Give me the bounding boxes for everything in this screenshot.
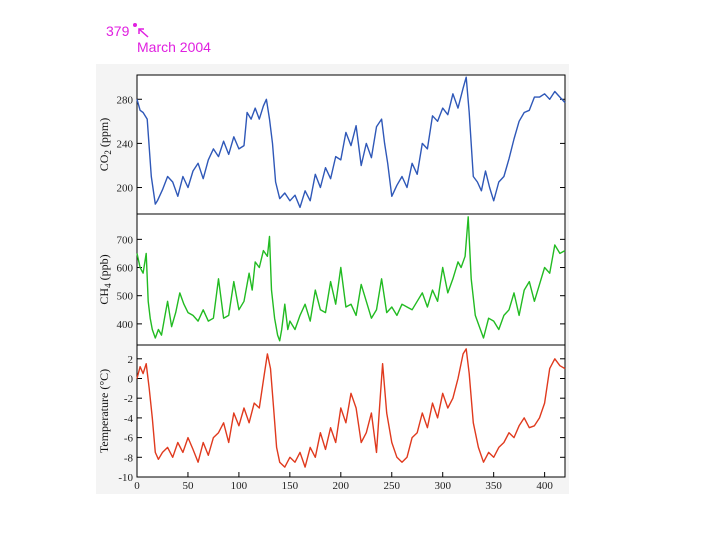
present-day-dot bbox=[133, 23, 137, 27]
temperature-ytick-label: 2 bbox=[128, 354, 134, 366]
co2-series-line bbox=[136, 76, 566, 209]
annotation-arrow-shaft bbox=[138, 28, 149, 38]
xtick-label: 250 bbox=[384, 480, 401, 492]
annotation-value: 379 bbox=[106, 23, 130, 39]
co2-ytick-label: 240 bbox=[117, 138, 134, 150]
temperature-ytick-label: 0 bbox=[128, 373, 134, 385]
co2-ytick-label: 280 bbox=[117, 94, 134, 106]
temperature-panel-border bbox=[136, 344, 566, 478]
annotation-date: March 2004 bbox=[137, 39, 211, 55]
xtick-label: 300 bbox=[434, 480, 451, 492]
temperature-ytick-label: -6 bbox=[124, 433, 134, 445]
temperature-ytick-label: -8 bbox=[124, 452, 134, 464]
temperature-ytick-label: -10 bbox=[118, 472, 133, 484]
ch4-ytick-label: 400 bbox=[117, 319, 134, 331]
temperature-series-line bbox=[136, 348, 566, 468]
chart-frame: 200 240 280 CO2 (ppm) 400 500 600 700 CH4 (ppb) -… bbox=[96, 64, 569, 494]
temperature-ytick-label: -2 bbox=[124, 393, 133, 405]
temperature-ytick-label: -4 bbox=[124, 413, 134, 425]
xtick-label: 350 bbox=[485, 480, 502, 492]
ch4-ylabel: CH4 (ppb) bbox=[97, 254, 113, 304]
ch4-series-line bbox=[136, 216, 566, 342]
co2-ytick-label: 200 bbox=[117, 183, 134, 195]
xtick-label: 200 bbox=[333, 480, 350, 492]
plot-background bbox=[137, 75, 565, 477]
annotation-arrow-head bbox=[138, 28, 144, 34]
xtick-label: 150 bbox=[282, 480, 299, 492]
ch4-ytick-label: 700 bbox=[117, 234, 134, 246]
ch4-ytick-label: 500 bbox=[117, 291, 134, 303]
xtick-label: 50 bbox=[182, 480, 194, 492]
co2-ylabel: CO2 (ppm) bbox=[97, 118, 113, 172]
xtick-label: 100 bbox=[231, 480, 248, 492]
temperature-ylabel: Temperature (°C) bbox=[97, 369, 111, 453]
xtick-label: 400 bbox=[536, 480, 553, 492]
ch4-ytick-label: 600 bbox=[117, 263, 134, 275]
xtick-label: 0 bbox=[134, 480, 140, 492]
